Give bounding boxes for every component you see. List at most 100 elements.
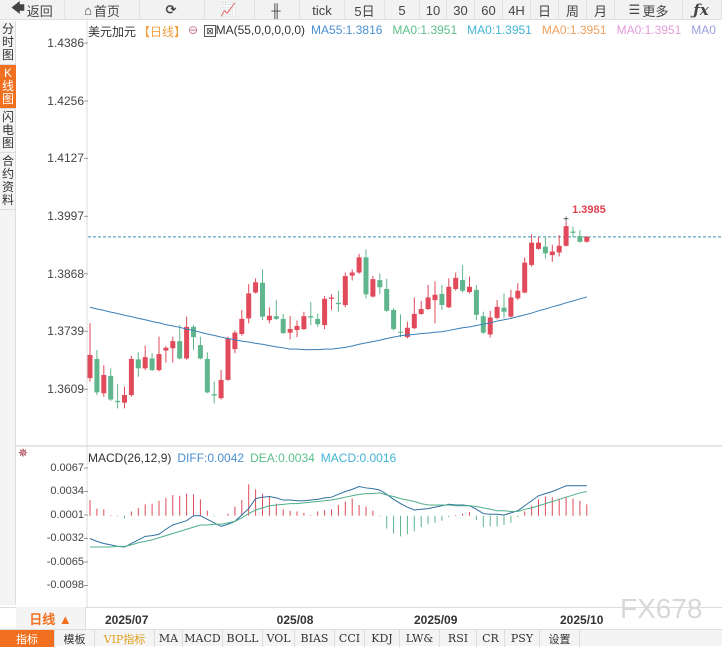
candle-up <box>411 313 417 329</box>
candle-up <box>329 297 334 299</box>
candle-up <box>370 279 376 297</box>
ma-value: MA0 <box>691 23 716 37</box>
macd-settings-icon[interactable]: ✵ <box>18 446 29 460</box>
chart-indicator-icon: 📈 <box>220 2 237 17</box>
tab-7[interactable]: BIAS <box>295 630 335 647</box>
macd-tick-label: -0.0098 <box>46 579 84 592</box>
candle-down <box>280 318 286 334</box>
sidebar-item-2[interactable]: 闪电图 <box>0 109 16 153</box>
toolbar-button-4H[interactable]: 4H <box>503 0 531 20</box>
ma-settings-icon: ⊠ <box>204 25 216 37</box>
y-tick-label: 1.4256 <box>47 93 84 108</box>
toolbar-button-更多[interactable]: ☰ 更多 <box>615 0 683 20</box>
candle-up <box>453 277 459 289</box>
toolbar-button-10[interactable]: 10 <box>420 0 447 20</box>
toolbar-button-首页[interactable]: ⌂ 首页 <box>65 0 140 20</box>
candle-down <box>501 307 507 312</box>
macd-diff: DIFF:0.0042 <box>177 451 245 465</box>
tab-4[interactable]: MACD <box>183 630 223 647</box>
tab-11[interactable]: RSI <box>440 630 477 647</box>
candle-down <box>384 288 390 311</box>
indicator-tabs: 指标 模板 VIP指标 MA MACD BOLL VOL BIAS CCI KDJ LW& RSI CR… <box>0 629 722 647</box>
refresh-icon: ⟳ <box>165 2 177 17</box>
tab-6[interactable]: VOL <box>263 630 295 647</box>
tab-9[interactable]: KDJ <box>365 630 400 647</box>
macd-tick-label: 0.0067 <box>50 462 84 474</box>
candle-up <box>349 272 355 276</box>
toolbar-label: tick <box>312 2 332 18</box>
candle-up <box>128 358 134 396</box>
toolbar-button-candlestick[interactable]: ╫ <box>255 0 300 20</box>
date-label: 2025/08 <box>270 613 314 627</box>
candle-up <box>142 357 148 369</box>
toolbar-button-5日[interactable]: 5日 <box>345 0 385 20</box>
macd-tick-label: 0.0001 <box>50 508 84 521</box>
toolbar: 🡄 返回 ⌂ 首页 ⟳ 📈 ╫ tick 5日 5 10 30 60 4H 日周月 ☰ 更多 ƒx <box>0 0 722 20</box>
candle-up <box>101 374 107 394</box>
candle-down <box>542 246 548 254</box>
toolbar-button-5[interactable]: 5 <box>385 0 420 20</box>
candle-up <box>294 325 300 330</box>
toolbar-button-refresh[interactable]: ⟳ <box>140 0 205 20</box>
candle-up <box>225 338 231 380</box>
tab-1[interactable]: 模板 <box>55 630 95 647</box>
tab-14[interactable]: 设置 <box>540 630 580 647</box>
tab-2[interactable]: VIP指标 <box>95 630 155 647</box>
ma-params-text: MA(55,0,0,0,0,0) <box>215 23 306 37</box>
candle-up <box>246 293 252 319</box>
candle-down <box>273 316 279 319</box>
tab-12[interactable]: CR <box>477 630 505 647</box>
toolbar-button-30[interactable]: 30 <box>447 0 475 20</box>
menu-icon: ☰ <box>628 2 641 17</box>
toolbar-button-60[interactable]: 60 <box>475 0 503 20</box>
sidebar-item-0[interactable]: 分时图 <box>0 21 16 65</box>
toolbar-label: 返回 <box>26 3 53 19</box>
home-icon: ⌂ <box>84 2 92 18</box>
candle-down <box>335 302 341 305</box>
tab-13[interactable]: PSY <box>505 630 540 647</box>
y-tick-label: 1.3997 <box>47 209 84 224</box>
y-tick-label: 1.4386 <box>47 36 84 50</box>
ma-params[interactable]: ⊠ MA(55,0,0,0,0,0) <box>204 23 305 40</box>
candle-up <box>549 251 555 256</box>
toolbar-button-返回[interactable]: 🡄 返回 <box>0 0 65 20</box>
tab-8[interactable]: CCI <box>335 630 365 647</box>
toolbar-button-日[interactable]: 日 <box>531 0 559 20</box>
candle-down <box>577 235 583 242</box>
ma55-line <box>89 296 587 351</box>
candle-up <box>170 341 176 349</box>
candle-up <box>218 379 224 399</box>
candle-up <box>342 276 348 306</box>
toolbar-button-chart-indicator[interactable]: 📈 <box>205 0 255 20</box>
candle-up <box>508 297 514 317</box>
date-label: 2025/07 <box>105 613 149 627</box>
toolbar-button-tick[interactable]: tick <box>300 0 345 20</box>
candle-up <box>425 297 431 310</box>
candle-up <box>446 286 452 308</box>
tab-0[interactable]: 指标 <box>0 630 55 647</box>
sidebar-item-1[interactable]: K线图 <box>0 65 16 109</box>
date-label: 2025/09 <box>414 613 458 627</box>
period-selector[interactable]: 日线 ▲ <box>16 607 86 629</box>
macd-tick-label: 0.0034 <box>50 485 84 498</box>
high-price-label: 1.3985 <box>572 203 606 216</box>
toolbar-label: 5 <box>398 2 406 18</box>
candle-down <box>108 375 114 400</box>
sidebar-item-3[interactable]: 合约资料 <box>0 153 16 210</box>
tab-10[interactable]: LW& <box>400 630 440 647</box>
candle-up <box>322 298 328 326</box>
candle-down <box>260 282 265 317</box>
candle-up <box>487 317 493 335</box>
macd-legend: MACD(26,12,9) DIFF:0.0042 DEA:0.0034 MAC… <box>88 451 396 465</box>
settings-circle-icon[interactable]: ⊖ <box>188 23 199 37</box>
diff-line <box>89 485 587 548</box>
candle-down <box>135 359 141 369</box>
candle-down <box>377 280 383 288</box>
tab-5[interactable]: BOLL <box>223 630 263 647</box>
toolbar-button-月[interactable]: 月 <box>587 0 615 20</box>
y-tick-label: 1.3739 <box>47 324 84 339</box>
toolbar-button-周[interactable]: 周 <box>559 0 587 20</box>
candle-down <box>204 358 210 393</box>
toolbar-label: 周 <box>565 3 579 19</box>
tab-3[interactable]: MA <box>155 630 183 647</box>
